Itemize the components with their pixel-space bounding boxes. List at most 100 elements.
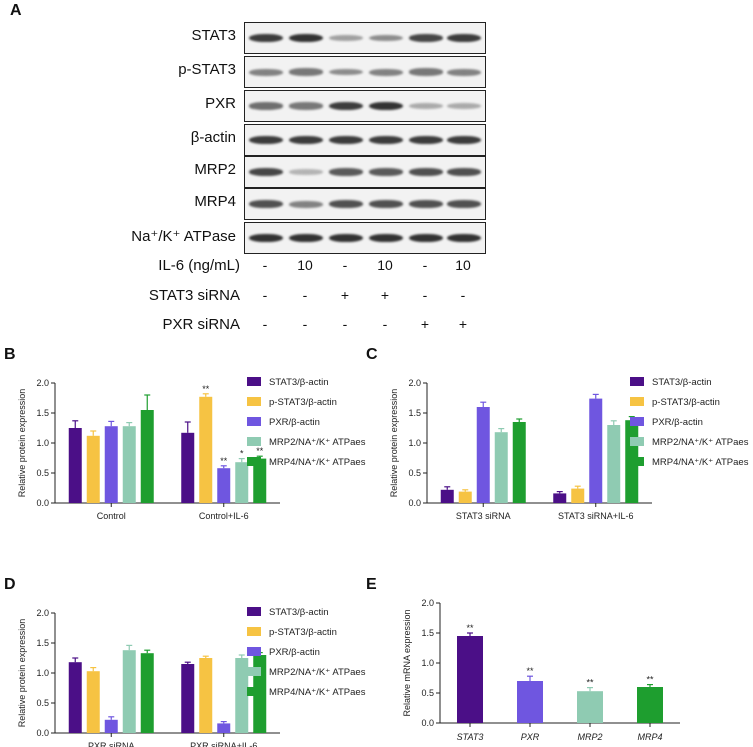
significance-mark: *: [240, 449, 244, 459]
blot-label-p-stat3: p-STAT3: [178, 61, 236, 78]
panel-letter-d: D: [4, 576, 16, 593]
condition-value: -: [342, 316, 348, 332]
legend-swatch: [247, 377, 261, 386]
y-axis-title: Relative mRNA expression: [402, 609, 412, 716]
legend-swatch: [630, 437, 644, 446]
blot-strip: [244, 124, 486, 156]
blot-strip: [244, 156, 486, 188]
bar: [517, 681, 543, 723]
bar: [512, 422, 526, 503]
legend-label: MRP2/NA⁺/K⁺ ATPaes: [652, 437, 749, 448]
blot-band: [249, 33, 283, 43]
bar: [140, 410, 154, 503]
legend-swatch: [630, 377, 644, 386]
blot-strip: [244, 188, 486, 220]
legend-swatch: [247, 647, 261, 656]
y-tick-label: 1.5: [36, 408, 49, 418]
bar: [104, 719, 118, 733]
y-axis-title: Relative protein expression: [17, 619, 27, 728]
blot-label-mrp2: MRP2: [194, 161, 236, 178]
blot-band: [329, 34, 363, 42]
condition-value: -: [460, 287, 466, 303]
legend-label: PXR/β-actin: [269, 647, 320, 658]
condition-value: -: [262, 316, 268, 332]
blot-band: [289, 68, 323, 76]
x-tick-label: MRP2: [577, 732, 602, 742]
significance-mark: **: [466, 623, 474, 633]
blot-band: [369, 135, 403, 145]
bar: [476, 407, 490, 503]
blot-band: [369, 168, 403, 176]
blot-band: [447, 200, 481, 208]
significance-mark: **: [526, 666, 534, 676]
bar: [577, 691, 603, 723]
bar: [122, 650, 136, 733]
bar: [589, 398, 603, 503]
chart-e: 0.0 0.5 1.0 1.5 2.0 Relative mRNA expression *…: [402, 598, 680, 742]
condition-value: +: [420, 316, 430, 332]
y-tick-label: 0.5: [36, 698, 49, 708]
y-tick-label: 0.0: [36, 498, 49, 508]
x-tick-label: STAT3: [457, 732, 484, 742]
blot-band: [249, 135, 283, 145]
bar: [181, 664, 195, 733]
bar: [235, 658, 249, 733]
chart-c: 0.0 0.5 1.0 1.5 2.0 Relative protein expressi…: [389, 377, 749, 521]
bar: [68, 662, 82, 733]
condition-value: 10: [297, 257, 313, 273]
legend-swatch: [247, 397, 261, 406]
x-tick-label: Control+IL-6: [199, 511, 249, 521]
y-tick-label: 1.0: [421, 658, 434, 668]
x-tick-label: PXR siRNA: [88, 741, 135, 747]
legend-label: STAT3/β-actin: [269, 377, 329, 388]
significance-mark: **: [202, 384, 210, 394]
blot-band: [329, 233, 363, 243]
legend-swatch: [247, 437, 261, 446]
condition-value: -: [382, 316, 388, 332]
condition-label-il-6-ng-ml: IL-6 (ng/mL): [158, 257, 240, 274]
legend-label: MRP2/NA⁺/K⁺ ATPaes: [269, 667, 366, 678]
blot-band: [289, 33, 323, 43]
blot-label-na-k-atpase: Na⁺/K⁺ ATPase: [131, 228, 236, 245]
blot-band: [249, 68, 283, 76]
x-tick-label: MRP4: [637, 732, 662, 742]
blot-label-pxr: PXR: [205, 95, 236, 112]
legend-swatch: [247, 417, 261, 426]
panel-letter-c: C: [366, 346, 378, 363]
blot-band: [289, 135, 323, 145]
significance-mark: **: [220, 456, 228, 466]
x-tick-label: STAT3 siRNA+IL-6: [558, 511, 633, 521]
blot-band: [329, 168, 363, 176]
legend-label: p-STAT3/β-actin: [269, 397, 337, 408]
bar: [217, 468, 231, 503]
legend-swatch: [247, 687, 261, 696]
significance-mark: **: [646, 675, 654, 685]
bar: [457, 636, 483, 723]
y-tick-label: 1.5: [36, 638, 49, 648]
blot-band: [447, 168, 481, 176]
blot-band: [409, 135, 443, 145]
y-tick-label: 1.0: [36, 438, 49, 448]
legend-label: MRP4/NA⁺/K⁺ ATPaes: [269, 687, 366, 698]
significance-mark: **: [586, 678, 594, 688]
bar: [235, 462, 249, 503]
blot-band: [409, 168, 443, 176]
legend-swatch: [630, 417, 644, 426]
bar: [458, 491, 472, 503]
significance-mark: **: [256, 446, 264, 456]
y-tick-label: 2.0: [421, 598, 434, 608]
blot-band: [409, 33, 443, 43]
blot-band: [447, 33, 481, 43]
condition-value: 10: [455, 257, 471, 273]
condition-value: -: [302, 316, 308, 332]
x-tick-label: Control: [97, 511, 126, 521]
blot-band: [369, 233, 403, 243]
bar: [181, 432, 195, 503]
blot-band: [249, 200, 283, 208]
y-tick-label: 1.5: [421, 628, 434, 638]
condition-value: -: [262, 287, 268, 303]
legend-label: STAT3/β-actin: [269, 607, 329, 618]
legend-swatch: [247, 457, 261, 466]
legend-swatch: [630, 457, 644, 466]
y-tick-label: 2.0: [408, 378, 421, 388]
